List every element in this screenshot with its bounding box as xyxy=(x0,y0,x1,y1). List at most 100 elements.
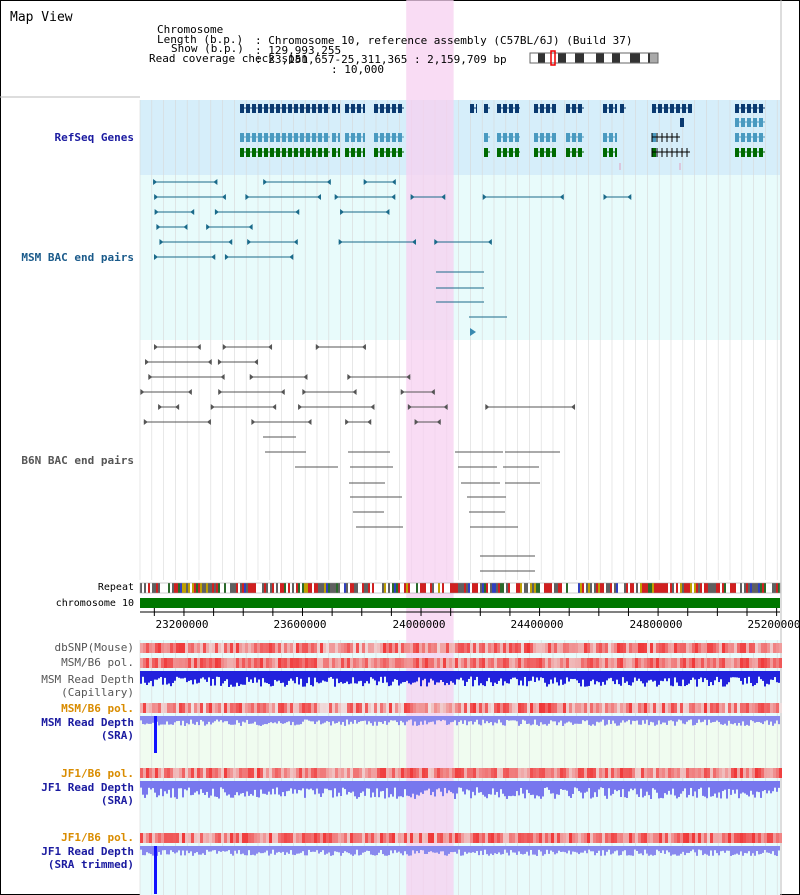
repeat-element xyxy=(718,583,720,593)
msm-pol-cell xyxy=(182,658,185,668)
track-label-jf1-depth-sra-2[interactable]: (SRA) xyxy=(100,794,134,807)
track-label-jf1-depth-trim-2[interactable]: (SRA trimmed) xyxy=(47,858,134,871)
msm-pol-cell xyxy=(677,658,680,668)
msm-depth-sra-bar xyxy=(390,716,392,721)
jf1-depth-trim-bar xyxy=(754,846,756,856)
jf1-pol1-cell xyxy=(185,768,188,778)
jf1-pol1-cell xyxy=(482,768,485,778)
dbsnp-cell xyxy=(365,643,368,653)
msm-pol-cell xyxy=(260,658,263,668)
msm-pol-cell xyxy=(563,658,566,668)
track-label-msm-depth-sra-2[interactable]: (SRA) xyxy=(100,729,134,742)
msm-pol-cell xyxy=(467,658,470,668)
msm-pol2-cell xyxy=(755,703,758,713)
track-label-msm-depth-capillary-1[interactable]: MSM Read Depth xyxy=(41,673,134,686)
jf1-depth-sra-bar xyxy=(750,781,752,791)
msm-depth-capillary-bar xyxy=(316,671,318,683)
repeat-element xyxy=(566,583,568,593)
track-label-jf1-pol-1[interactable]: JF1/B6 pol. xyxy=(61,767,134,780)
repeat-element xyxy=(650,583,652,593)
track-label-jf1-depth-sra-1[interactable]: JF1 Read Depth xyxy=(41,781,134,794)
jf1-depth-trim-bar xyxy=(490,846,492,854)
jf1-depth-trim-bar xyxy=(244,846,246,856)
refseq-gene-exon xyxy=(735,133,739,142)
repeat-element xyxy=(576,583,578,593)
msm-depth-sra-bar xyxy=(612,716,614,721)
track-label-jf1-pol-2[interactable]: JF1/B6 pol. xyxy=(61,831,134,844)
jf1-pol1-cell xyxy=(659,768,662,778)
jf1-pol1-cell xyxy=(329,768,332,778)
jf1-pol1-cell xyxy=(227,768,230,778)
track-label-msm-bac[interactable]: MSM BAC end pairs xyxy=(21,251,134,264)
track-label-jf1-depth-trim-1[interactable]: JF1 Read Depth xyxy=(41,845,134,858)
repeat-element xyxy=(636,583,638,593)
jf1-depth-sra-bar xyxy=(246,781,248,792)
repeat-element xyxy=(684,583,686,593)
msm-depth-capillary-bar xyxy=(142,671,144,677)
msm-pol-cell xyxy=(257,658,260,668)
chromosome-bar xyxy=(140,598,780,608)
msm-depth-sra-bar xyxy=(316,716,318,722)
msm-pol-cell xyxy=(170,658,173,668)
track-label-dbsnp[interactable]: dbSNP(Mouse) xyxy=(54,641,134,654)
msm-pol2-cell xyxy=(158,703,161,713)
header-label: Read coverage check span xyxy=(149,52,308,65)
jf1-depth-trim-bar xyxy=(650,846,652,855)
jf1-pol2-cell xyxy=(608,833,611,843)
msm-depth-capillary-bar xyxy=(336,671,338,679)
msm-depth-sra-bar xyxy=(442,716,444,720)
jf1-pol1-cell xyxy=(302,768,305,778)
repeat-element xyxy=(680,583,682,593)
jf1-pol1-cell xyxy=(665,768,668,778)
track-label-msm-pol-2[interactable]: MSM/B6 pol. xyxy=(61,702,134,715)
msm-depth-sra-bar xyxy=(244,716,246,723)
repeat-element xyxy=(230,583,232,593)
jf1-pol1-cell xyxy=(386,768,389,778)
track-label-msm-depth-sra-1[interactable]: MSM Read Depth xyxy=(41,716,134,729)
jf1-pol2-cell xyxy=(410,833,413,843)
msm-depth-capillary-bar xyxy=(388,671,390,687)
jf1-pol1-cell xyxy=(470,768,473,778)
msm-pol-cell xyxy=(353,658,356,668)
repeat-element xyxy=(460,583,462,593)
jf1-depth-sra-bar xyxy=(442,781,444,797)
msm-depth-capillary-bar xyxy=(752,671,754,687)
dbsnp-cell xyxy=(620,643,623,653)
refseq-gene-exon xyxy=(240,104,244,113)
msm-depth-sra-bar xyxy=(276,716,278,724)
msm-pol-cell xyxy=(143,658,146,668)
msm-pol-cell xyxy=(518,658,521,668)
track-label-refseq[interactable]: RefSeq Genes xyxy=(54,131,134,144)
track-label-msm-depth-capillary-2[interactable]: (Capillary) xyxy=(61,686,134,699)
app-title: Map View xyxy=(10,10,73,25)
dbsnp-cell xyxy=(605,643,608,653)
jf1-depth-sra-bar xyxy=(300,781,302,791)
track-label-b6n-bac[interactable]: B6N BAC end pairs xyxy=(21,454,134,467)
msm-depth-sra-bar xyxy=(420,716,422,722)
dbsnp-cell xyxy=(494,643,497,653)
msm-depth-capillary-bar xyxy=(498,671,500,681)
jf1-depth-sra-bar xyxy=(344,781,346,790)
jf1-depth-trim-bar xyxy=(174,846,176,854)
dbsnp-cell xyxy=(437,643,440,653)
jf1-depth-trim-bar xyxy=(500,846,502,855)
jf1-pol2-cell xyxy=(179,833,182,843)
jf1-depth-trim-bar xyxy=(568,846,570,851)
jf1-depth-trim-bar xyxy=(360,846,362,855)
msm-depth-capillary-bar xyxy=(490,671,492,683)
repeat-element xyxy=(534,583,536,593)
msm-pol2-cell xyxy=(749,703,752,713)
jf1-depth-trim-bar xyxy=(392,846,394,854)
msm-depth-capillary-bar xyxy=(698,671,700,680)
dbsnp-cell xyxy=(314,643,317,653)
jf1-pol2-cell xyxy=(641,833,644,843)
track-label-msm-pol-1[interactable]: MSM/B6 pol. xyxy=(61,656,134,669)
msm-depth-sra-bar xyxy=(372,716,374,726)
dbsnp-cell xyxy=(149,643,152,653)
msm-depth-capillary-bar xyxy=(192,671,194,685)
jf1-pol1-cell xyxy=(668,768,671,778)
jf1-pol2-cell xyxy=(716,833,719,843)
msm-pol-cell xyxy=(422,658,425,668)
jf1-pol1-cell xyxy=(479,768,482,778)
